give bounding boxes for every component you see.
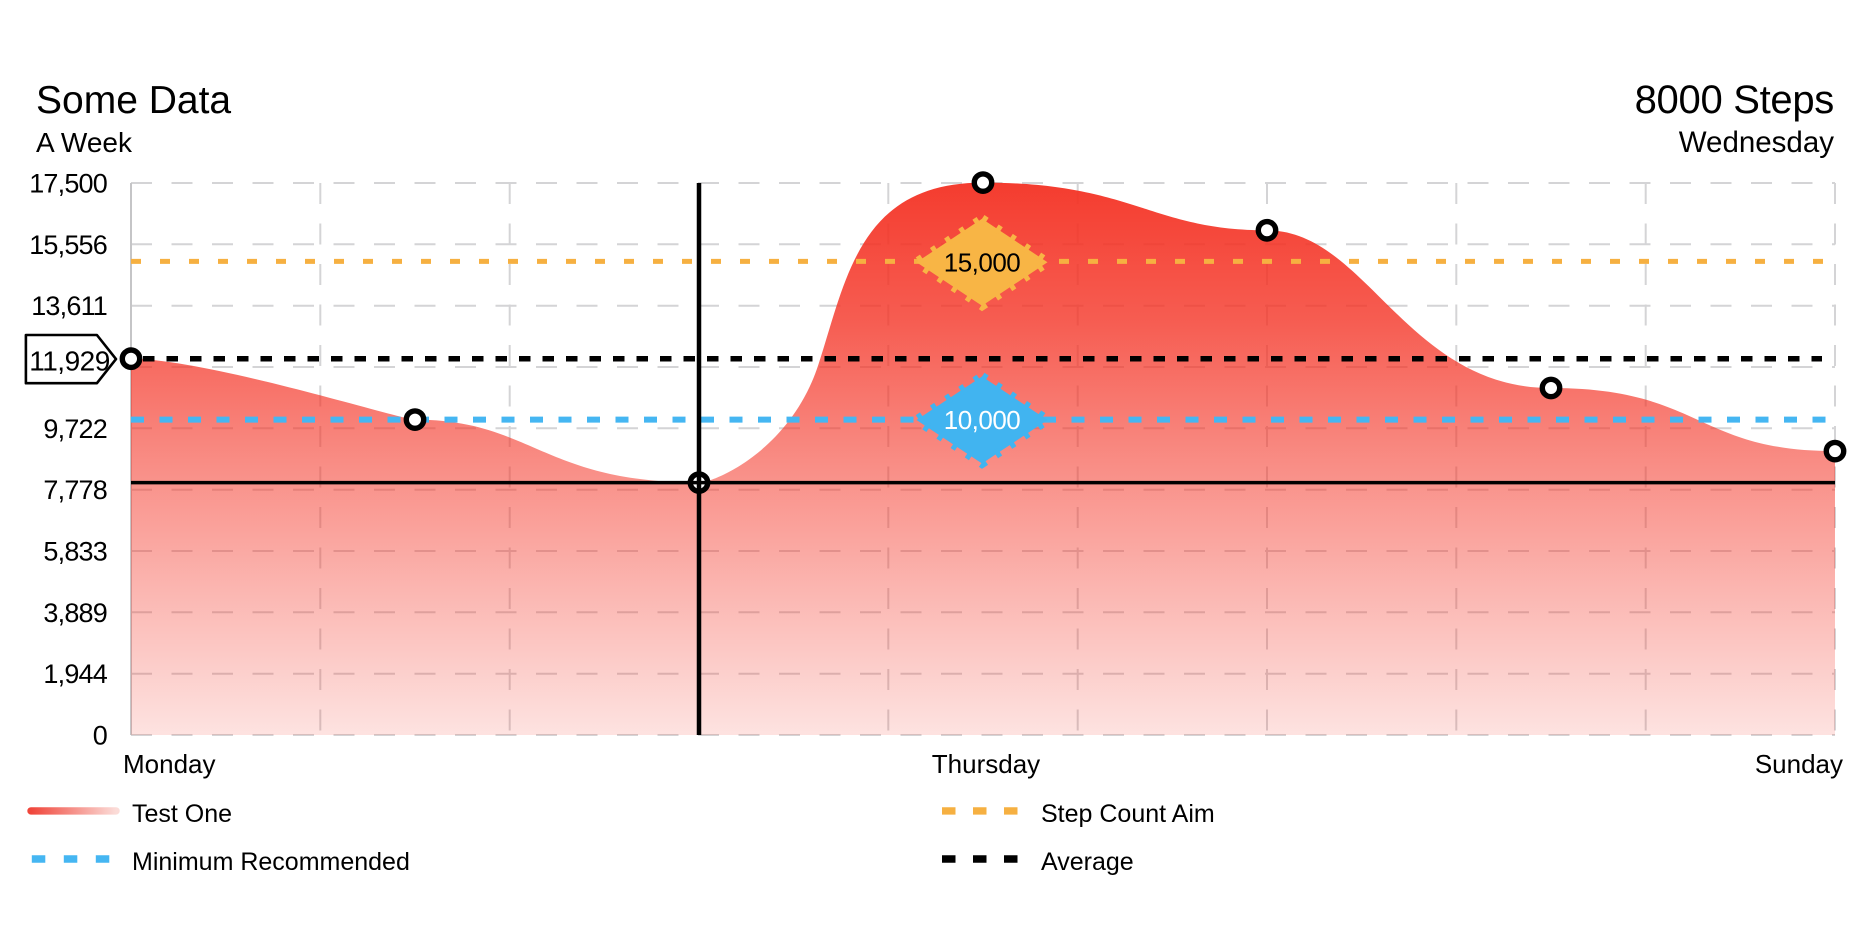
svg-text:Step Count Aim: Step Count Aim <box>1041 800 1215 828</box>
svg-text:15,000: 15,000 <box>944 248 1021 278</box>
svg-text:Monday: Monday <box>123 749 216 779</box>
svg-text:1,944: 1,944 <box>43 659 107 689</box>
svg-text:13,611: 13,611 <box>31 291 107 321</box>
svg-text:17,500: 17,500 <box>29 169 107 199</box>
svg-text:Thursday: Thursday <box>932 749 1040 779</box>
svg-text:Test One: Test One <box>132 800 232 828</box>
svg-text:3,889: 3,889 <box>43 598 107 628</box>
svg-text:9,722: 9,722 <box>43 414 107 444</box>
svg-text:5,833: 5,833 <box>43 537 107 567</box>
svg-text:15,556: 15,556 <box>29 230 107 260</box>
svg-text:7,778: 7,778 <box>43 475 107 505</box>
svg-text:8000 Steps: 8000 Steps <box>1635 78 1834 122</box>
svg-text:Wednesday: Wednesday <box>1679 126 1834 159</box>
svg-text:Minimum Recommended: Minimum Recommended <box>132 848 410 876</box>
svg-text:10,000: 10,000 <box>944 405 1021 435</box>
svg-text:A Week: A Week <box>36 127 133 158</box>
svg-text:0: 0 <box>93 721 107 751</box>
svg-text:Some Data: Some Data <box>36 79 231 122</box>
svg-text:11,929: 11,929 <box>29 346 110 377</box>
svg-text:Average: Average <box>1041 848 1134 876</box>
svg-text:Sunday: Sunday <box>1755 749 1843 779</box>
